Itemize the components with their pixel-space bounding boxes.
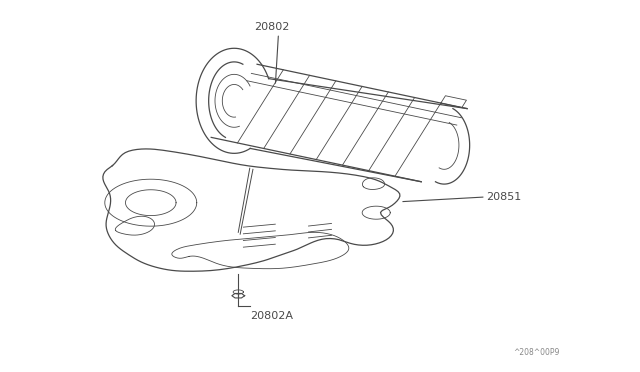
Text: ^208^00P9: ^208^00P9 xyxy=(513,348,559,357)
Text: 20802A: 20802A xyxy=(250,311,292,321)
Text: 20851: 20851 xyxy=(486,192,522,202)
Text: 20802: 20802 xyxy=(255,22,290,32)
